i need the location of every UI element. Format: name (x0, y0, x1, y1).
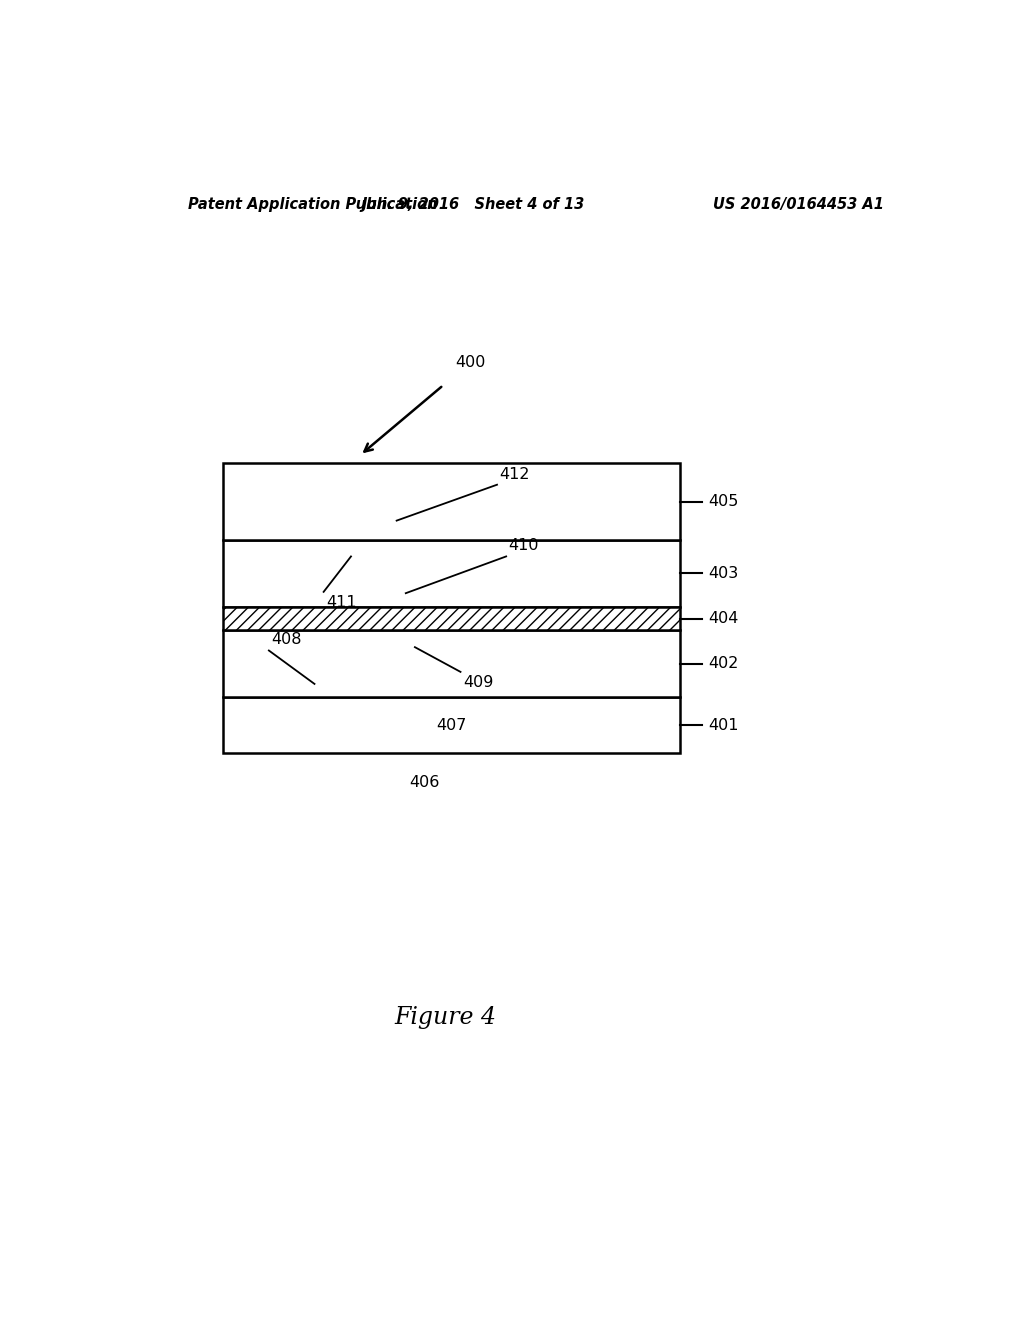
Text: Figure 4: Figure 4 (394, 1006, 497, 1028)
Text: 406: 406 (409, 775, 439, 791)
Bar (223, 607, 680, 631)
Text: 411: 411 (326, 595, 356, 610)
Text: 412: 412 (500, 467, 529, 482)
Text: 403: 403 (709, 566, 738, 581)
Text: 409: 409 (463, 675, 494, 690)
Bar (223, 540, 680, 607)
Text: 408: 408 (271, 632, 302, 647)
Text: Jun. 9, 2016   Sheet 4 of 13: Jun. 9, 2016 Sheet 4 of 13 (361, 197, 585, 211)
Bar (223, 697, 680, 752)
Text: US 2016/0164453 A1: US 2016/0164453 A1 (713, 197, 884, 211)
Bar (223, 631, 680, 697)
Text: 402: 402 (709, 656, 738, 672)
Text: 400: 400 (456, 355, 485, 370)
Text: 407: 407 (436, 718, 467, 733)
Bar (223, 463, 680, 540)
Text: 401: 401 (709, 718, 738, 733)
Text: 405: 405 (709, 494, 738, 510)
Text: Patent Application Publication: Patent Application Publication (187, 197, 437, 211)
Text: 410: 410 (509, 539, 539, 553)
Text: 404: 404 (709, 611, 738, 626)
